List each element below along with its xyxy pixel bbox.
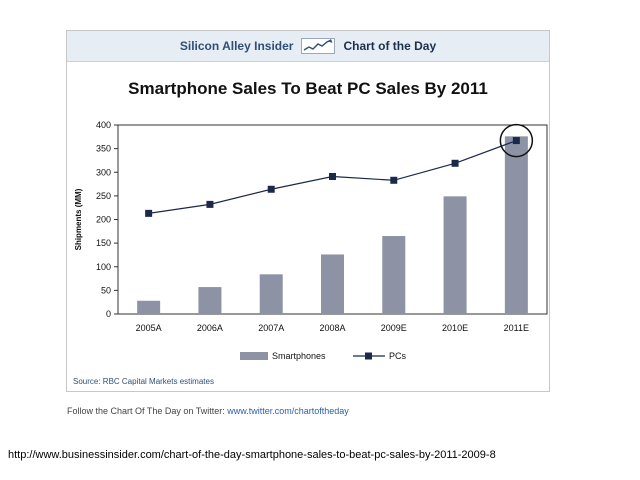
y-tick-label: 50: [101, 285, 111, 295]
smartphones-bar: [198, 287, 222, 314]
pcs-point: [390, 176, 398, 184]
smartphones-bar: [321, 254, 344, 314]
smartphones-bar: [137, 300, 161, 314]
section-name: Chart of the Day: [343, 39, 437, 53]
smartphones-bar: [259, 274, 283, 314]
x-tick-label: 2008A: [319, 323, 345, 333]
legend-pcs-label: PCs: [389, 351, 407, 361]
chart-title: Smartphone Sales To Beat PC Sales By 201…: [128, 79, 488, 98]
follow-line: Follow the Chart Of The Day on Twitter: …: [67, 406, 349, 416]
legend-smartphones-label: Smartphones: [272, 351, 326, 361]
x-tick-label: 2007A: [258, 323, 284, 333]
y-tick-label: 400: [96, 120, 111, 130]
pcs-point: [145, 209, 153, 217]
y-tick-label: 300: [96, 167, 111, 177]
x-tick-label: 2010E: [442, 323, 468, 333]
pcs-point: [267, 185, 275, 193]
chart-plot: 0 50 100 150 200 250 300 350 400 Shipments (MM) 20…: [74, 120, 548, 361]
legend-smartphones-swatch: [240, 352, 268, 360]
x-tick-label: 2006A: [197, 323, 223, 333]
y-tick-label: 0: [106, 309, 111, 319]
y-axis-label: Shipments (MM): [74, 188, 83, 250]
y-tick-label: 250: [96, 191, 111, 201]
y-tick-label: 200: [96, 215, 111, 225]
rising-line-chart-icon: [301, 38, 336, 54]
source-note: Source: RBC Capital Markets estimates: [73, 377, 214, 386]
smartphones-bar: [382, 236, 406, 314]
legend-pcs-marker: [365, 352, 372, 360]
smartphones-bar: [504, 136, 528, 314]
y-tick-label: 100: [96, 262, 111, 272]
y-tick-label: 350: [96, 144, 111, 154]
y-tick-label: 150: [96, 238, 111, 248]
pcs-point: [329, 173, 336, 181]
chart-card: Silicon Alley Insider Chart of the Day S…: [66, 30, 550, 392]
pcs-point: [206, 200, 214, 208]
pcs-point: [451, 159, 459, 167]
x-tick-label: 2009E: [381, 323, 407, 333]
brand-name: Silicon Alley Insider: [179, 39, 294, 53]
highlight-circle: [499, 123, 534, 158]
smartphones-bar: [443, 196, 467, 314]
follow-text: Follow the Chart Of The Day on Twitter:: [67, 406, 228, 416]
x-tick-label: 2005A: [136, 323, 162, 333]
pcs-point: [512, 137, 520, 145]
twitter-link[interactable]: www.twitter.com/chartoftheday: [227, 406, 349, 416]
x-tick-label: 2011E: [504, 323, 529, 333]
page-url: http://www.businessinsider.com/chart-of-…: [8, 449, 496, 461]
chart-banner: Silicon Alley Insider Chart of the Day: [67, 31, 549, 62]
